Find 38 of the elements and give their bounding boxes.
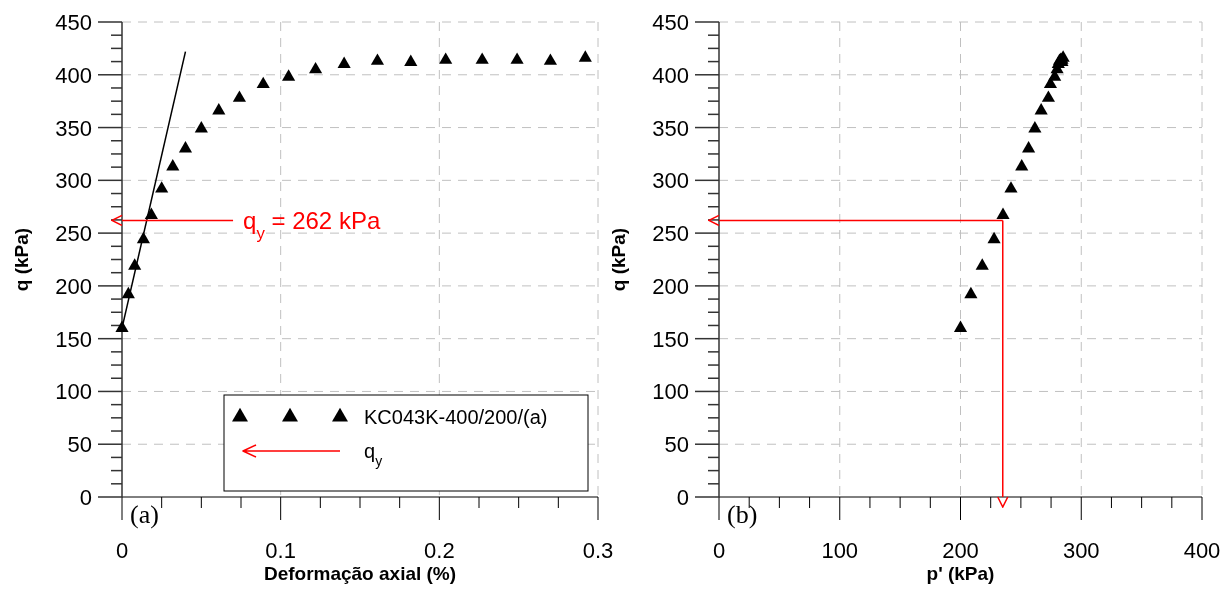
y-tick-label: 350 [55,115,92,141]
x-tick-label: 0 [712,538,726,563]
x-tick-label: 0.3 [582,538,614,563]
y-tick-label: 300 [652,168,689,194]
y-tick-label: 250 [652,221,689,247]
y-tick-label: 300 [55,168,92,194]
y-tick-label: 50 [664,432,689,458]
y-tick-label: 0 [79,485,92,510]
y-tick-label: 400 [652,62,689,88]
y-tick-label: 200 [652,273,689,299]
x-tick-label: 100 [821,538,859,563]
y-tick-label: 150 [652,326,689,352]
y-tick-label: 350 [652,115,689,141]
x-tick-label: 200 [942,538,979,563]
x-tick-label: 400 [1183,538,1221,563]
y-tick-label: 50 [67,432,92,458]
y-tick-label: 450 [652,10,689,35]
y-tick-label: 200 [55,273,92,299]
x-tick-label: 0.1 [265,538,296,563]
y-tick-label: 250 [55,221,92,247]
x-axis-title: p' (kPa) [926,563,995,584]
legend-label: q$_{y}$ [364,440,383,469]
y-tick-label: 400 [55,62,92,88]
y-axis-title: q (kPa) [608,227,629,292]
x-tick-label: 300 [1062,538,1100,563]
annotation: q$_{y}$ = 262 kPa [243,207,381,243]
y-tick-label: 100 [55,379,92,405]
x-tick-label: 0.2 [424,538,455,563]
legend-label: KC043K-400/200/(a) [364,406,548,428]
y-tick-label: 0 [676,485,689,510]
text: (a) [130,500,159,529]
x-axis-title: Deformação axial (%) [263,563,457,584]
text: (b) [727,500,758,529]
y-axis-title: q (kPa) [11,227,32,292]
x-tick-label: 0 [115,538,129,563]
y-tick-label: 100 [652,379,689,405]
y-tick-label: 450 [55,10,92,35]
y-tick-label: 150 [55,326,92,352]
